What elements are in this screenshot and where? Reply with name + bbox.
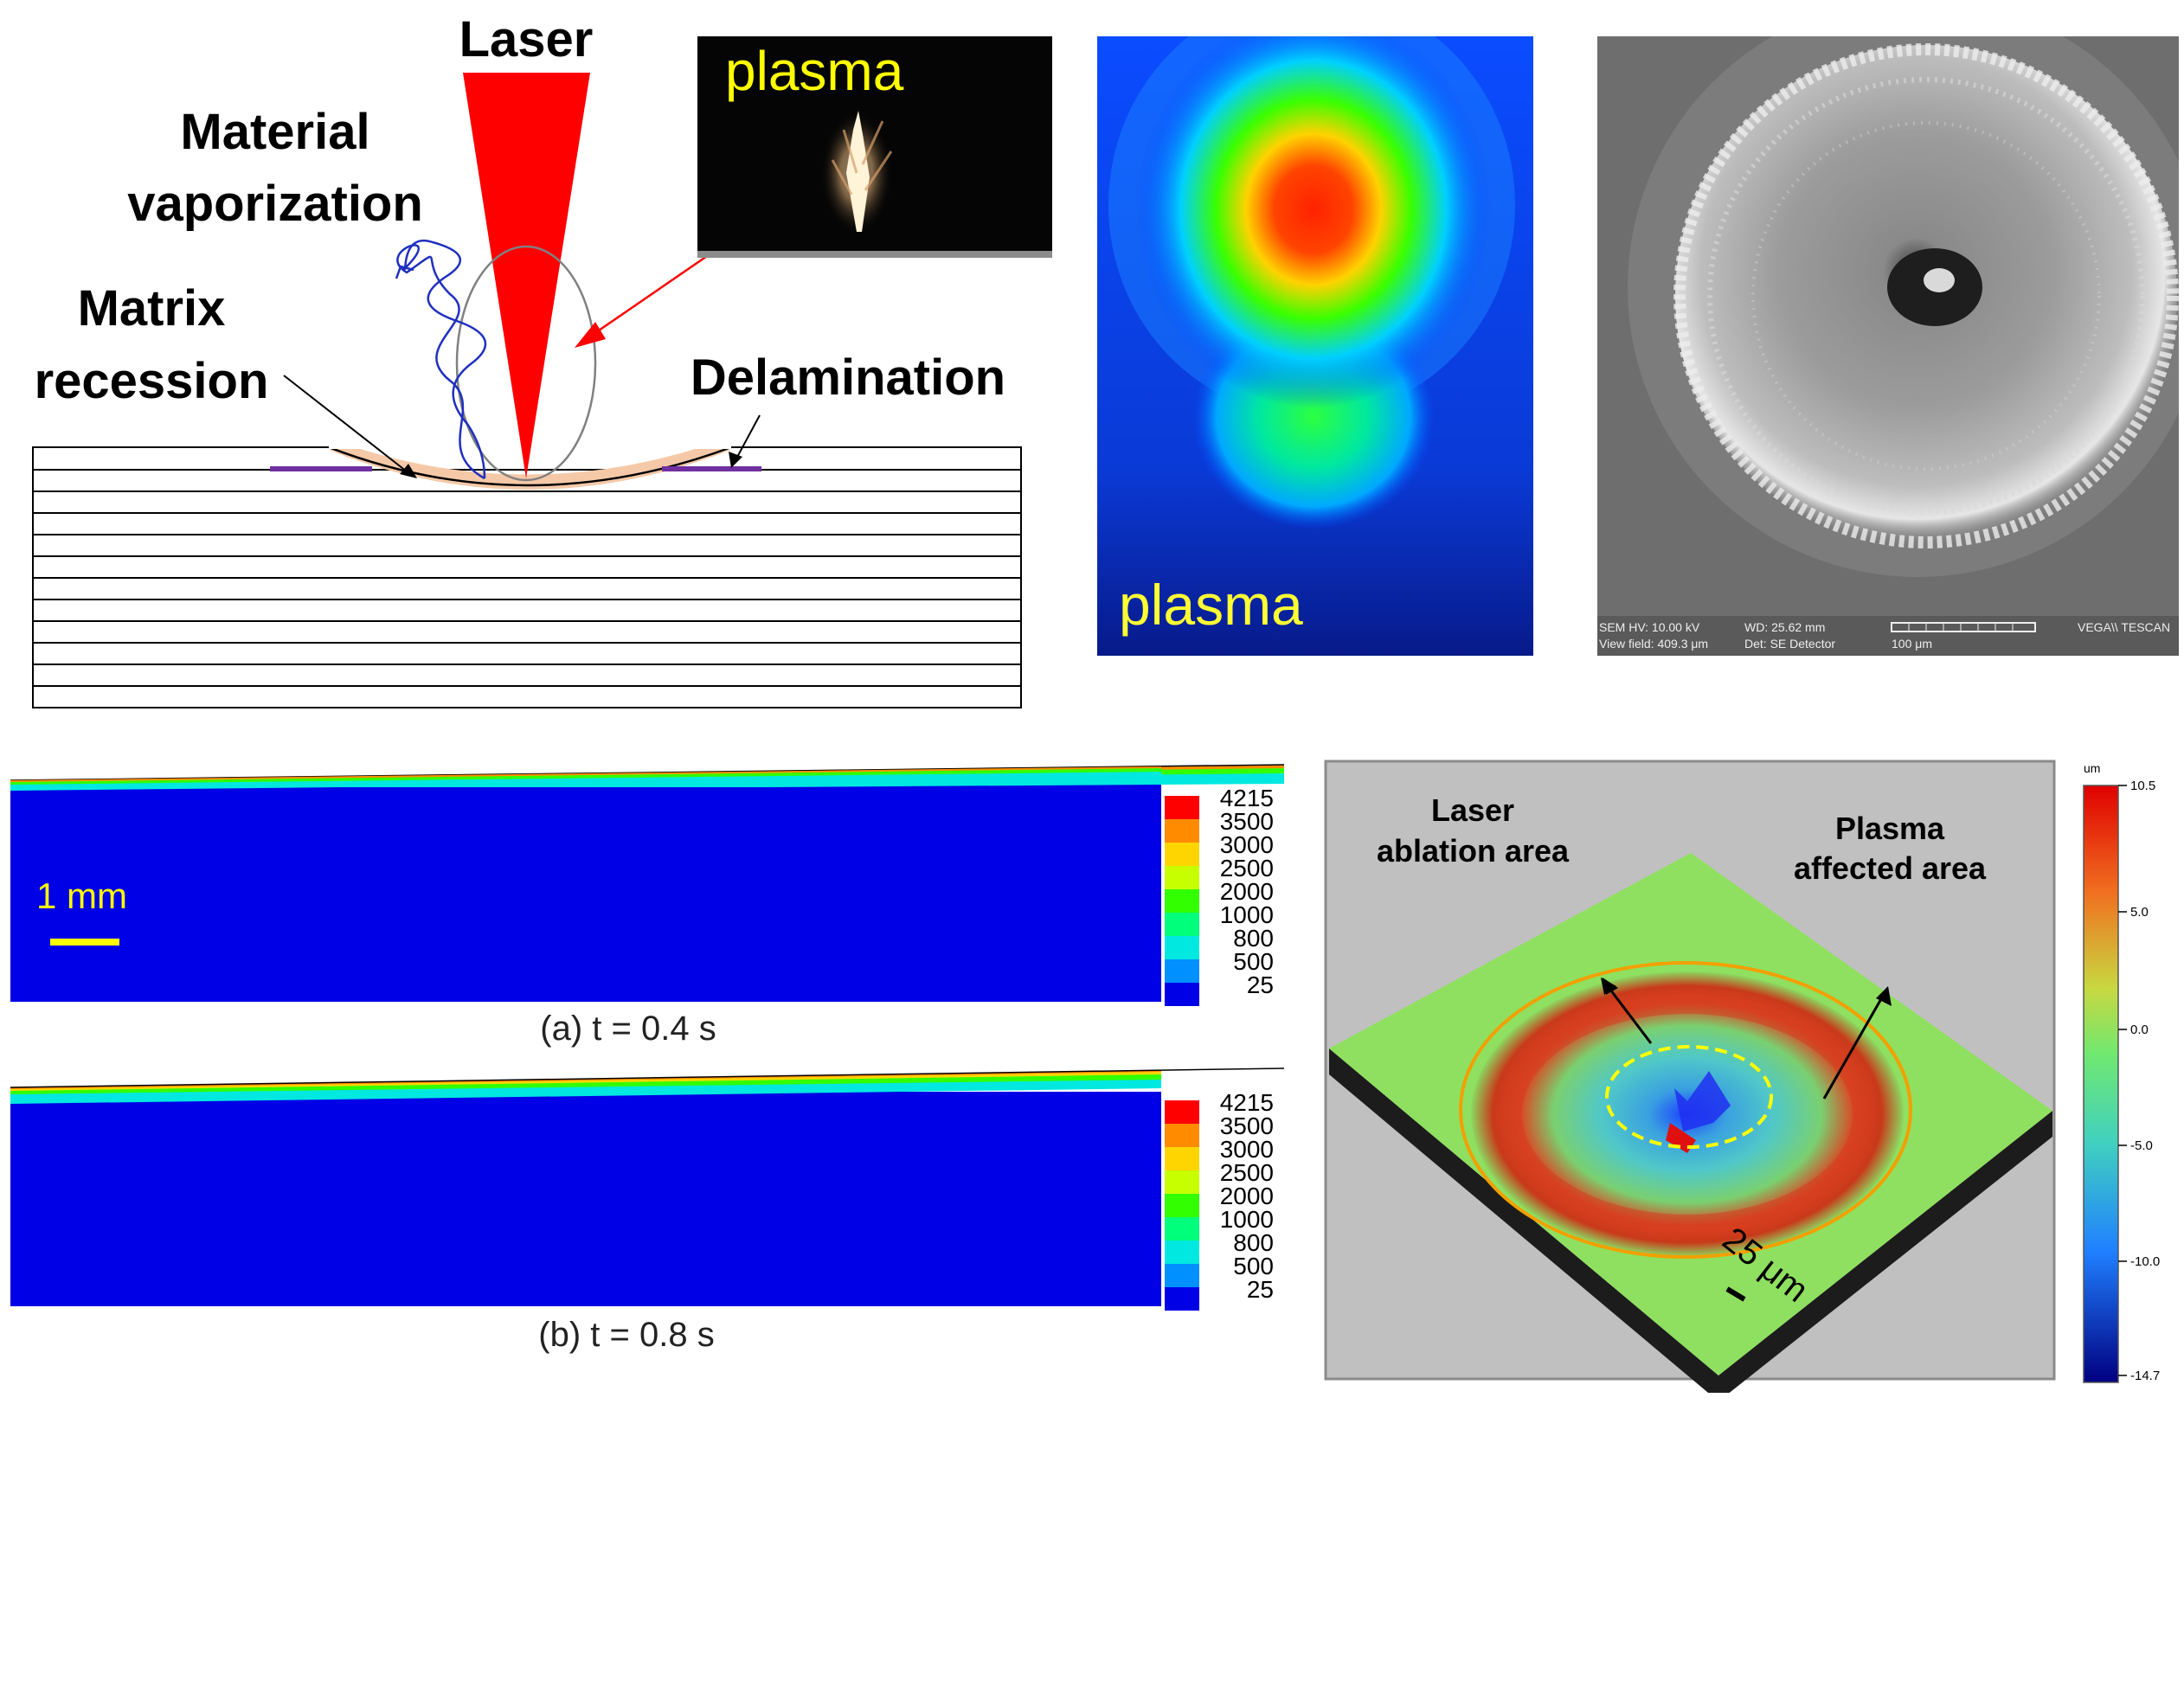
legend-value: 1000 bbox=[1220, 1206, 1274, 1233]
plasma-map-label: plasma bbox=[1119, 573, 1303, 637]
legend-swatch bbox=[1165, 1264, 1199, 1287]
legend-swatch bbox=[1165, 1147, 1199, 1170]
recession-leader bbox=[283, 375, 408, 472]
vaporization-label-line1: Material bbox=[180, 104, 369, 160]
legend-value: 800 bbox=[1233, 1229, 1274, 1256]
legend-value: 500 bbox=[1233, 948, 1274, 975]
vaporization-wave-arrow bbox=[396, 244, 485, 480]
ablation-label-line1: Laser bbox=[1431, 792, 1514, 828]
legend-value: 3000 bbox=[1220, 1136, 1274, 1163]
plasma-affected-outline bbox=[1459, 961, 1912, 1259]
ablation-outline bbox=[1605, 1045, 1773, 1149]
legend-swatch bbox=[1165, 843, 1199, 866]
legend-swatch bbox=[1165, 1194, 1199, 1217]
laser-ablation-schematic: Laser Material vaporization Matrix reces… bbox=[32, 11, 1052, 708]
legend-value: 800 bbox=[1233, 925, 1274, 952]
laminate-layers bbox=[32, 446, 1022, 708]
legend-value: 3000 bbox=[1220, 831, 1274, 858]
colorbar-ticks: 10.5 5.0 0.0 -5.0 -10.0 -14.7 bbox=[2118, 779, 2160, 1383]
sem-wd-line2: Det: SE Detector bbox=[1744, 637, 1835, 651]
legend-swatch bbox=[1165, 1287, 1199, 1311]
legend-value: 2000 bbox=[1220, 1183, 1274, 1209]
legend-value: 2500 bbox=[1220, 855, 1274, 882]
legend-value: 500 bbox=[1233, 1253, 1274, 1279]
sem-micrograph: SEM HV: 10.00 kV View field: 409.3 μm WD… bbox=[1597, 36, 2179, 656]
sem-info-line1: SEM HV: 10.00 kV bbox=[1599, 620, 1700, 634]
sem-wd-line1: WD: 25.62 mm bbox=[1744, 620, 1825, 634]
legend-swatch bbox=[1165, 936, 1199, 959]
colorbar-tick-label: 5.0 bbox=[2130, 905, 2149, 920]
plasma-ellipse bbox=[455, 245, 597, 482]
delamination-leader bbox=[735, 414, 761, 461]
legend-value: 25 bbox=[1247, 1276, 1274, 1303]
legend-value: 3500 bbox=[1220, 808, 1274, 835]
recession-label-line1: Matrix bbox=[78, 280, 226, 337]
profilometry-scale-bar bbox=[1725, 1286, 1746, 1302]
legend-swatch bbox=[1165, 983, 1199, 1006]
recession-label-line2: recession bbox=[35, 353, 269, 409]
sem-info-line2: View field: 409.3 μm bbox=[1599, 637, 1708, 651]
legend-value: 1000 bbox=[1220, 901, 1274, 928]
legend-swatch bbox=[1165, 959, 1199, 983]
plasma-intensity-map: plasma bbox=[1097, 36, 1533, 656]
legend-swatch bbox=[1165, 1170, 1199, 1194]
legend-value: 4215 bbox=[1220, 1089, 1274, 1116]
legend-swatch bbox=[1165, 866, 1199, 889]
caption-a: (a) t = 0.4 s bbox=[540, 1010, 716, 1048]
ablation-arrow-line bbox=[1606, 985, 1653, 1044]
colorbar-tick-label: -5.0 bbox=[2130, 1138, 2153, 1153]
legend-value: 4215 bbox=[1220, 785, 1274, 811]
plasma-photo-label: plasma bbox=[725, 40, 904, 102]
colorbar-tick-label: -10.0 bbox=[2130, 1254, 2160, 1269]
plasma-label-line2: affected area bbox=[1794, 850, 1987, 886]
profilometry-3d: Laser ablation area Plasma affected area… bbox=[1324, 760, 2160, 1393]
legend-swatch bbox=[1165, 1124, 1199, 1147]
sem-brand: VEGA\\ TESCAN bbox=[2078, 620, 2170, 634]
sem-scale-text: 100 μm bbox=[1892, 637, 1932, 651]
colorbar-tick-label: 10.5 bbox=[2130, 779, 2155, 793]
laser-label: Laser bbox=[459, 11, 594, 67]
legend-swatch bbox=[1165, 913, 1199, 936]
legend-swatch bbox=[1165, 889, 1199, 913]
legend-swatch bbox=[1165, 1100, 1199, 1124]
sim-scale-bar bbox=[50, 939, 119, 946]
plasma-arrow-line bbox=[1822, 997, 1884, 1100]
colorbar-tick-label: -14.7 bbox=[2130, 1369, 2160, 1383]
legend-value: 25 bbox=[1247, 971, 1274, 998]
colorbar bbox=[2083, 785, 2119, 1383]
colorbar-tick-label: 0.0 bbox=[2130, 1023, 2149, 1037]
plasma-label-line1: Plasma bbox=[1835, 811, 1945, 846]
vaporization-label-line2: vaporization bbox=[127, 176, 423, 232]
legend-swatch bbox=[1165, 819, 1199, 843]
legend-swatch bbox=[1165, 1241, 1199, 1264]
legend-value: 2000 bbox=[1220, 878, 1274, 905]
sem-scale-bar bbox=[1891, 622, 2036, 632]
legend-swatch bbox=[1165, 796, 1199, 819]
colorbar-unit: um bbox=[2084, 761, 2100, 775]
plasma-photo bbox=[697, 36, 1052, 258]
legend-swatch bbox=[1165, 1217, 1199, 1241]
legend-value: 3500 bbox=[1220, 1112, 1274, 1139]
caption-b: (b) t = 0.8 s bbox=[538, 1316, 714, 1354]
legend-value: 2500 bbox=[1220, 1159, 1274, 1186]
ablation-label-line2: ablation area bbox=[1377, 833, 1570, 869]
delamination-label: Delamination bbox=[691, 349, 1005, 406]
laser-beam bbox=[463, 73, 590, 478]
sim-scale-label: 1 mm bbox=[36, 875, 127, 916]
